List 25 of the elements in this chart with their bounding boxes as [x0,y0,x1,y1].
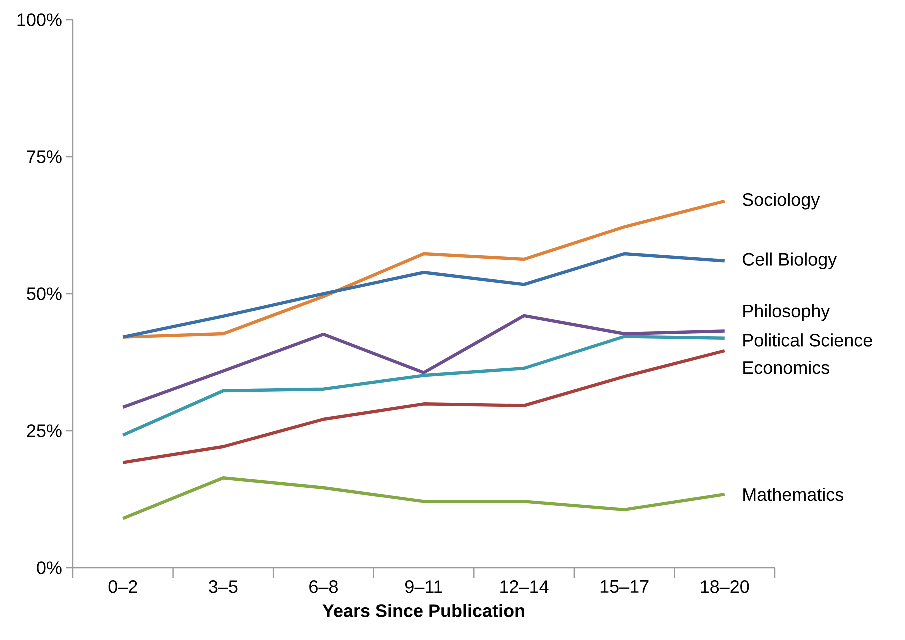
line-series [122,476,726,520]
series-label: Economics [744,361,830,374]
y-tick-label: 25% [27,424,62,438]
line-series [122,349,726,464]
series-label: Philosophy [744,304,830,322]
series-label: Political Science [744,334,872,347]
line-series [122,335,726,437]
y-tick-label: 75% [27,150,62,164]
x-tick-label: 0–2 [108,580,138,594]
y-tick-label: 0% [37,562,62,574]
x-tick-label: 15–17 [600,580,649,594]
line-series [122,314,726,410]
line-series [122,252,726,339]
series-label: Cell Biology [743,252,838,270]
x-tick-label: 9–11 [405,580,442,594]
series-label: Sociology [742,192,820,210]
x-tick-label: 6–8 [310,580,338,594]
series-label: Mathematics [744,488,844,502]
x-tick-label: 12–14 [500,580,549,594]
y-tick-label: 100% [18,14,62,26]
y-tick-label: 50% [27,288,62,300]
x-tick-label: 3–5 [209,580,238,594]
x-tick-label: 18–20 [701,580,750,594]
x-axis-title: Years Since Publication [322,604,524,618]
line-series [122,200,726,339]
